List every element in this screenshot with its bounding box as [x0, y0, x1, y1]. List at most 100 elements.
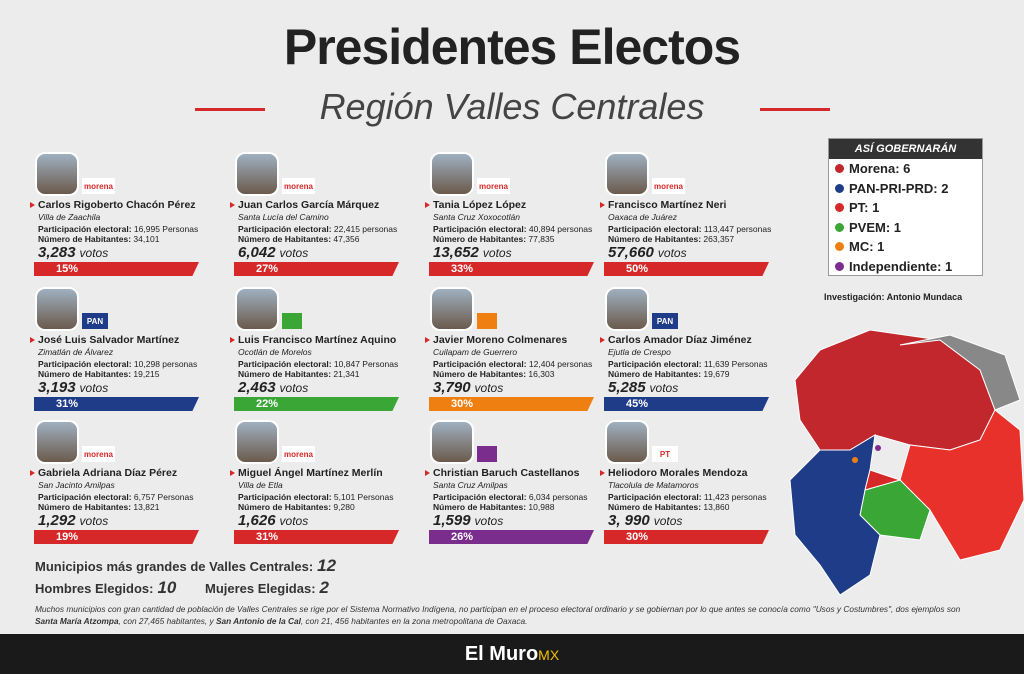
stat: Municipios más grandes de Valles Central…: [35, 556, 336, 576]
percent: 50%: [626, 263, 649, 275]
votes: 3,193 votos: [38, 379, 108, 396]
party-logo: morena: [477, 178, 510, 194]
votes-value: 5,285: [608, 379, 646, 396]
participation: Participación electoral: 113,447 persona…: [608, 224, 771, 234]
participation-label: Participación electoral:: [608, 359, 702, 369]
note: Muchos municipios con gran cantidad de p…: [35, 603, 975, 627]
stat-value: 10: [157, 578, 177, 597]
inhabitants-label: Número de Habitantes:: [433, 502, 527, 512]
place: Ocotlán de Morelos: [238, 347, 312, 357]
inhabitants-value: 19,679: [703, 369, 730, 379]
percent-bar: 31%: [234, 530, 399, 544]
votes-label: votos: [79, 246, 109, 260]
percent: 45%: [626, 398, 649, 410]
inhabitants-value: 13,860: [703, 502, 730, 512]
place: Zimatlán de Álvarez: [38, 347, 114, 357]
name: Luis Francisco Martínez Aquino: [230, 334, 396, 346]
percent-bar: 50%: [604, 262, 769, 276]
votes: 1,599 votos: [433, 512, 503, 529]
percent: 30%: [451, 398, 474, 410]
participation-label: Participación electoral:: [38, 359, 132, 369]
legend-item: PT: 1: [829, 198, 982, 218]
votes-value: 57,660: [608, 244, 654, 261]
participation-value: 16,995 Personas: [133, 224, 199, 234]
name: Heliodoro Morales Mendoza: [600, 467, 747, 479]
percent: 19%: [56, 531, 79, 543]
participation: Participación electoral: 5,101 Personas: [238, 492, 393, 502]
votes-value: 3,193: [38, 379, 76, 396]
votes-value: 1,626: [238, 512, 276, 529]
participation-value: 11,639 Personas: [703, 359, 768, 369]
inhabitants-value: 21,341: [333, 369, 360, 379]
photo: [605, 287, 649, 331]
inhabitants-label: Número de Habitantes:: [38, 502, 132, 512]
inhabitants-value: 9,280: [333, 502, 355, 512]
votes-value: 2,463: [238, 379, 276, 396]
inhabitants-value: 263,357: [703, 234, 735, 244]
participation-value: 5,101 Personas: [333, 492, 394, 502]
photo: [235, 152, 279, 196]
participation: Participación electoral: 11,423 personas: [608, 492, 767, 502]
votes: 57,660 votos: [608, 244, 687, 261]
candidate-card: PAN Carlos Amador Díaz Jiménez Ejutla de C…: [600, 287, 790, 412]
votes: 3, 990 votos: [608, 512, 682, 529]
place: Villa de Zaachila: [38, 212, 101, 222]
participation-value: 11,423 personas: [703, 492, 767, 502]
photo: [235, 287, 279, 331]
inhabitants-value: 19,215: [133, 369, 160, 379]
votes-label: votos: [79, 381, 109, 395]
participation-label: Participación electoral:: [238, 224, 332, 234]
votes-label: votos: [279, 381, 309, 395]
name: Javier Moreno Colmenares: [425, 334, 567, 346]
party-logo: morena: [282, 446, 315, 462]
votes-label: votos: [474, 381, 504, 395]
participation-value: 6,757 Personas: [133, 492, 194, 502]
votes-value: 3,283: [38, 244, 76, 261]
party-logo: morena: [282, 178, 315, 194]
votes: 13,652 votos: [433, 244, 512, 261]
inhabitants-value: 77,835: [528, 234, 555, 244]
legend-title: ASÍ GOBERNARÁN: [829, 139, 982, 159]
legend-item: MC: 1: [829, 237, 982, 257]
participation-value: 113,447 personas: [703, 224, 772, 234]
legend-label: PT: 1: [849, 200, 880, 216]
stat-value: 12: [317, 556, 337, 575]
percent: 27%: [256, 263, 279, 275]
party-logo: PAN: [82, 313, 108, 329]
place: Oaxaca de Juárez: [608, 212, 677, 222]
party-logo: [477, 313, 497, 329]
note-text: , con 27,465 habitantes, y: [118, 616, 216, 626]
inhabitants-value: 13,821: [133, 502, 160, 512]
stat: Hombres Elegidos: 10: [35, 578, 176, 598]
votes-label: votos: [657, 246, 687, 260]
votes-value: 3, 990: [608, 512, 650, 529]
votes-value: 1,599: [433, 512, 471, 529]
candidate-card: morena Miguel Ángel Martínez Merlín Villa …: [230, 420, 420, 545]
photo: [35, 152, 79, 196]
inhabitants: Número de Habitantes: 47,356: [238, 234, 359, 244]
party-logo: morena: [82, 178, 115, 194]
legend-label: Morena: 6: [849, 161, 911, 177]
inhabitants-label: Número de Habitantes:: [38, 369, 132, 379]
inhabitants: Número de Habitantes: 19,215: [38, 369, 159, 379]
place: Villa de Etla: [238, 480, 283, 490]
legend-label: PAN-PRI-PRD: 2: [849, 180, 949, 196]
participation-value: 22,415 personas: [333, 224, 398, 234]
inhabitants: Número de Habitantes: 16,303: [433, 369, 554, 379]
participation-label: Participación electoral:: [608, 224, 702, 234]
percent-bar: 30%: [604, 530, 769, 544]
map-region: [864, 469, 902, 491]
stat: Mujeres Elegidas: 2: [205, 578, 329, 598]
map: [789, 330, 1024, 596]
votes-label: votos: [279, 246, 309, 260]
candidate-card: Javier Moreno Colmenares Cuilapam de Guer…: [425, 287, 615, 412]
participation-label: Participación electoral:: [38, 224, 132, 234]
votes-label: votos: [649, 381, 679, 395]
name: Francisco Martínez Neri: [600, 199, 726, 211]
inhabitants: Número de Habitantes: 263,357: [608, 234, 734, 244]
inhabitants: Número de Habitantes: 10,988: [433, 502, 554, 512]
note-text: , con 21, 456 habitantes en la zona metr…: [300, 616, 528, 626]
inhabitants: Número de Habitantes: 34,101: [38, 234, 159, 244]
participation-label: Participación electoral:: [433, 492, 527, 502]
